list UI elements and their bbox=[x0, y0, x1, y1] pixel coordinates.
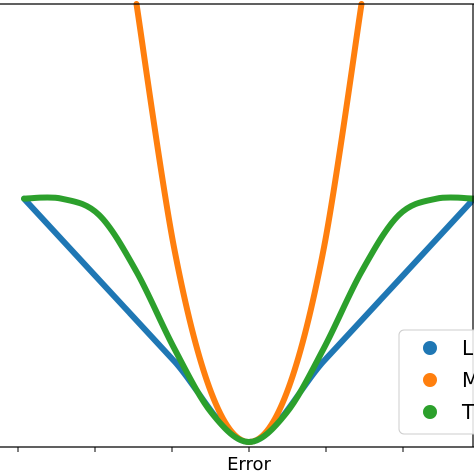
legend-items: LMT bbox=[423, 336, 474, 424]
legend-label-3: T bbox=[461, 400, 474, 424]
series-line-2 bbox=[133, 1, 365, 445]
legend-marker-2 bbox=[423, 373, 437, 387]
x-ticks bbox=[17, 447, 404, 452]
legend-marker-1 bbox=[423, 341, 437, 355]
legend: LMT bbox=[398, 329, 474, 435]
x-axis-label: Error bbox=[227, 454, 271, 474]
series-line-3 bbox=[21, 194, 474, 445]
legend-label-2: M bbox=[462, 368, 474, 392]
series-layer bbox=[21, 1, 474, 445]
legend-marker-3 bbox=[423, 405, 437, 419]
legend-label-1: L bbox=[462, 336, 474, 360]
